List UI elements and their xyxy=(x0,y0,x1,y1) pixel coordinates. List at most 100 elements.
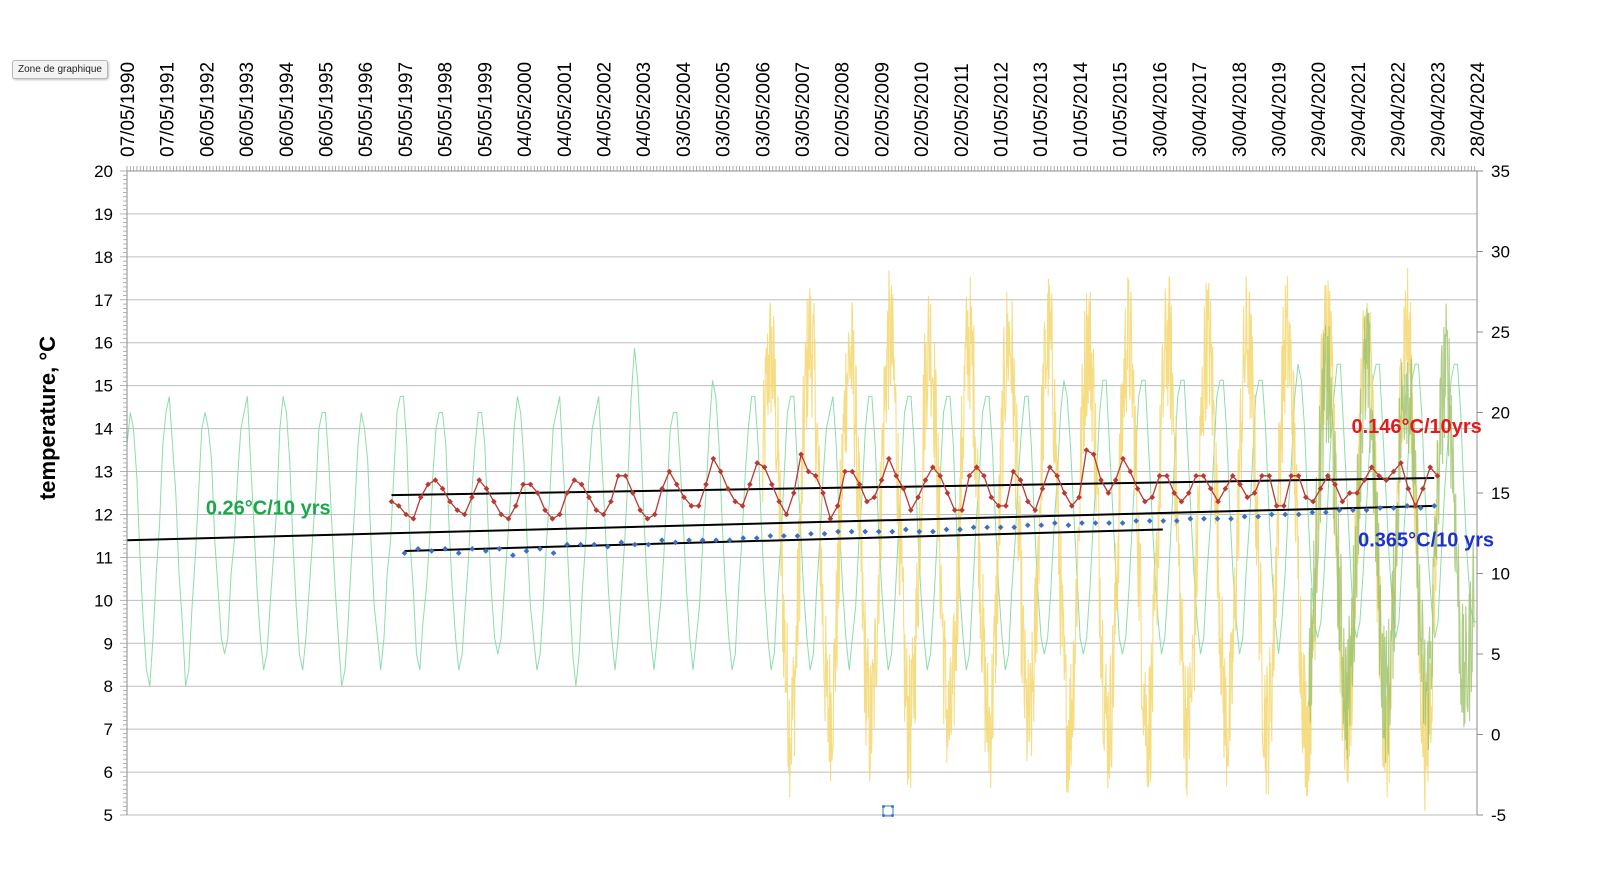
annual-point xyxy=(447,498,453,505)
annual-point xyxy=(454,507,461,514)
annual-point xyxy=(461,511,468,518)
annual-point xyxy=(732,498,739,505)
annual-point xyxy=(959,507,965,514)
annual-point xyxy=(388,498,395,505)
chart-area-tooltip: Zone de graphique xyxy=(12,60,108,79)
y-tick-label: 10 xyxy=(94,591,113,610)
annual-point xyxy=(395,503,402,509)
annual-point xyxy=(1251,490,1258,496)
annual-point xyxy=(769,481,775,488)
annual-point xyxy=(1324,472,1331,479)
running-point xyxy=(1038,522,1045,529)
running-point xyxy=(767,533,774,539)
annual-point xyxy=(790,490,797,496)
annual-point xyxy=(622,472,629,479)
annual-point xyxy=(1090,451,1097,458)
running-point xyxy=(1417,505,1424,511)
annual-point xyxy=(483,485,490,492)
axes xyxy=(120,166,1483,816)
annual-point xyxy=(1017,477,1024,483)
running-point xyxy=(1228,515,1234,522)
gridlines xyxy=(127,170,1477,816)
x-tick-label: 03/05/2006 xyxy=(753,62,774,157)
annual-point xyxy=(1112,477,1119,483)
running-point xyxy=(455,550,462,556)
annual-point xyxy=(1361,477,1368,483)
x-tick-label: 06/05/1995 xyxy=(317,62,338,157)
annual-point xyxy=(878,477,885,483)
running-point xyxy=(604,543,611,550)
annual-point xyxy=(1076,494,1082,501)
annual-point xyxy=(1003,503,1009,509)
annual-point xyxy=(615,472,622,479)
x-tick-label: 07/05/1991 xyxy=(158,62,179,157)
x-tick-label: 04/05/2003 xyxy=(634,62,655,157)
annual-point xyxy=(1127,468,1134,475)
running-point xyxy=(659,537,665,544)
running-point xyxy=(808,530,814,537)
annual-point xyxy=(476,477,483,483)
annual-point xyxy=(1193,472,1199,479)
running-point xyxy=(537,545,543,552)
x-tick-label: 29/04/2023 xyxy=(1428,62,1449,157)
running-point xyxy=(415,545,421,552)
x-tick-label: 02/05/2010 xyxy=(912,62,933,157)
y-tick-label: 18 xyxy=(94,248,113,267)
y-tick-label: 9 xyxy=(104,634,113,653)
annual-point xyxy=(659,485,665,492)
running-point xyxy=(1160,518,1167,524)
annual-point xyxy=(1178,498,1185,505)
running-point xyxy=(618,539,625,546)
annual-point xyxy=(542,507,548,514)
annual-point xyxy=(717,468,724,475)
annual-point xyxy=(864,498,870,505)
annual-point xyxy=(469,494,475,501)
trend-line xyxy=(126,504,1435,542)
annual-point xyxy=(1134,485,1141,492)
annual-point xyxy=(651,511,658,518)
annual-point xyxy=(834,503,841,509)
annual-point xyxy=(534,490,541,496)
annual-point xyxy=(703,481,709,488)
x-tick-label: 28/04/2024 xyxy=(1468,61,1489,157)
y-tick-label: 20 xyxy=(94,162,113,181)
series-line-daily xyxy=(761,268,1438,812)
annual-point xyxy=(1259,472,1265,479)
annual-point xyxy=(644,515,651,522)
annual-point xyxy=(776,498,782,505)
annual-point xyxy=(725,485,731,492)
running-point xyxy=(401,550,408,556)
x-tick-label: 29/04/2021 xyxy=(1349,62,1370,157)
annual-point xyxy=(1010,468,1017,475)
running-point xyxy=(1146,518,1153,524)
running-point xyxy=(699,537,706,544)
annual-point xyxy=(805,468,812,475)
annual-point xyxy=(1398,460,1404,466)
y2-tick-label: 0 xyxy=(1491,726,1500,745)
x-tick-label: 05/05/1999 xyxy=(475,62,496,157)
running-point xyxy=(1187,515,1194,522)
running-point xyxy=(1295,511,1302,518)
x-tick-label: 30/04/2017 xyxy=(1190,62,1211,157)
x-tick-label: 04/05/2001 xyxy=(555,62,576,157)
running-point xyxy=(577,541,584,548)
annual-point xyxy=(973,464,980,471)
trend-annotation: 0.146°C/10yrs xyxy=(1351,416,1481,438)
annual-point xyxy=(505,515,512,522)
x-tick-label: 04/05/2002 xyxy=(594,62,615,157)
annual-point xyxy=(1164,472,1170,479)
annual-point xyxy=(1105,490,1112,496)
x-tick-label: 03/05/2004 xyxy=(674,61,695,157)
x-tick-label: 01/05/2012 xyxy=(992,62,1013,157)
annual-point xyxy=(512,503,519,509)
x-tick-label: 02/05/2011 xyxy=(952,63,973,157)
selection-handle-icon[interactable] xyxy=(882,805,894,817)
annual-point xyxy=(1288,472,1295,479)
y-tick-label: 17 xyxy=(94,291,113,310)
annual-point xyxy=(630,490,636,496)
annual-point xyxy=(842,468,848,475)
running-point xyxy=(591,541,598,548)
running-point xyxy=(1377,505,1383,511)
annual-point xyxy=(893,472,900,479)
